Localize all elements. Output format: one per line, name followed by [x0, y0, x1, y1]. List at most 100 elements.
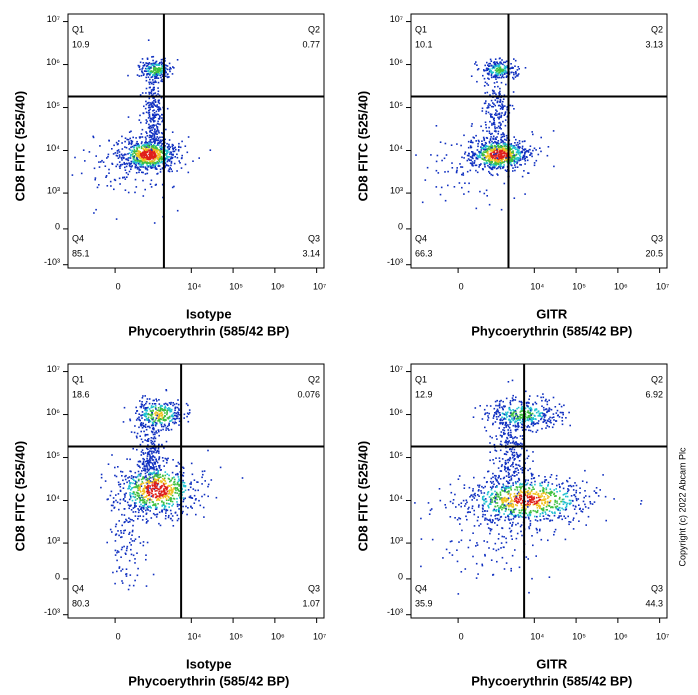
event-dot: [156, 133, 158, 135]
event-dot: [126, 481, 128, 484]
event-dot: [128, 476, 131, 478]
event-dot: [153, 62, 155, 64]
event-dot: [456, 143, 458, 145]
y-axis-label: CD8 FITC (525/40): [12, 441, 27, 552]
event-dot: [523, 140, 526, 143]
x-axis-label: Isotype: [186, 306, 232, 321]
event-dot: [134, 166, 137, 169]
event-dot: [176, 514, 179, 517]
event-dot: [500, 422, 502, 424]
event-dot: [511, 452, 514, 454]
event-dot: [168, 143, 170, 146]
event-dot: [172, 147, 174, 150]
event-dot: [156, 450, 158, 453]
event-dot: [152, 433, 155, 436]
event-dot: [173, 422, 176, 425]
event-dot: [543, 413, 546, 415]
event-dot: [490, 162, 492, 165]
event-dot: [173, 417, 175, 420]
event-dot: [514, 409, 517, 412]
event-dot: [499, 167, 502, 170]
event-dot: [181, 154, 183, 157]
event-dot: [477, 156, 479, 158]
event-dot: [508, 502, 510, 504]
event-dot: [496, 114, 498, 116]
event-dot: [138, 119, 141, 121]
event-dot: [492, 135, 495, 138]
event-dot: [505, 139, 508, 141]
event-dot: [141, 92, 144, 94]
event-dot: [151, 129, 153, 131]
event-dot: [170, 164, 172, 167]
event-dot: [189, 495, 192, 497]
event-dot: [496, 148, 498, 151]
event-dot: [494, 400, 497, 403]
event-dot: [144, 423, 147, 426]
event-dot: [548, 418, 550, 420]
event-dot: [140, 508, 142, 510]
event-dot: [501, 72, 503, 75]
event-dot: [137, 161, 139, 164]
event-dot: [121, 513, 123, 516]
event-dot: [520, 164, 522, 166]
event-dot: [159, 107, 161, 109]
event-dot: [131, 142, 133, 144]
event-dot: [157, 474, 160, 476]
event-dot: [510, 164, 513, 167]
event-dot: [504, 510, 507, 512]
event-dot: [528, 518, 530, 520]
event-dot: [164, 474, 167, 477]
event-dot: [149, 102, 152, 104]
event-dot: [561, 416, 563, 419]
event-dot: [155, 465, 157, 468]
event-dot: [482, 513, 484, 516]
event-dot: [168, 409, 170, 411]
event-dot: [489, 139, 492, 141]
event-dot: [491, 521, 493, 524]
event-dot: [132, 520, 135, 522]
event-dot: [567, 489, 570, 491]
event-dot: [164, 70, 167, 73]
event-dot: [553, 503, 556, 506]
event-dot: [159, 464, 161, 467]
event-dot: [502, 166, 505, 168]
event-dot: [468, 154, 470, 157]
event-dot: [152, 145, 154, 147]
event-dot: [130, 475, 133, 477]
event-dot: [168, 76, 170, 78]
event-dot: [136, 157, 138, 159]
event-dot: [151, 463, 154, 465]
event-dot: [539, 513, 542, 515]
event-dot: [174, 418, 176, 421]
event-dot: [160, 61, 163, 63]
event-dot: [160, 140, 163, 143]
event-dot: [543, 518, 545, 520]
event-dot: [491, 122, 493, 125]
event-dot: [182, 497, 185, 499]
event-dot: [167, 499, 170, 501]
event-dot: [509, 457, 511, 460]
event-dot: [154, 419, 157, 421]
x-tick-label: 10⁷: [313, 631, 326, 641]
event-dot: [128, 487, 130, 490]
event-dot: [509, 146, 511, 149]
event-dot: [553, 493, 555, 496]
event-dot: [517, 146, 520, 148]
event-dot: [121, 471, 124, 473]
event-dot: [512, 461, 514, 464]
event-dot: [549, 476, 552, 478]
event-dot: [130, 509, 133, 511]
event-dot: [158, 494, 161, 496]
event-dot: [129, 494, 131, 496]
event-dot: [141, 71, 144, 74]
event-dot: [153, 477, 156, 480]
event-dot: [147, 106, 150, 109]
event-dot: [139, 542, 142, 544]
event-dot: [132, 476, 135, 479]
event-dot: [152, 148, 154, 150]
event-dot: [160, 492, 163, 494]
event-dot: [518, 418, 520, 421]
event-dot: [513, 197, 516, 199]
event-dot: [168, 159, 171, 161]
event-dot: [519, 421, 522, 424]
